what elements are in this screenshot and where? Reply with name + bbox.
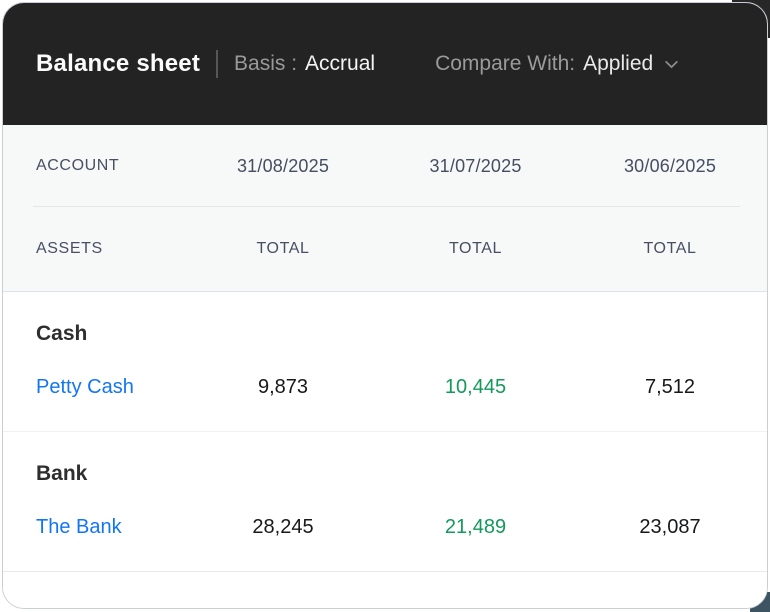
table-header: ACCOUNT 31/08/2025 31/07/2025 30/06/2025… [3, 125, 767, 292]
table-header-dates-row: ACCOUNT 31/08/2025 31/07/2025 30/06/2025 [3, 125, 767, 207]
cell-value: 7,512 [644, 375, 696, 398]
column-header-account: ACCOUNT [36, 157, 120, 174]
account-link-petty-cash[interactable]: Petty Cash [36, 375, 134, 398]
group-row: Cash [3, 312, 767, 356]
column-header-date-1: 31/08/2025 [236, 155, 330, 176]
table-header-totals-row: ASSETS TOTAL TOTAL TOTAL [3, 207, 767, 291]
report-header: Balance sheet Basis : Accrual Compare Wi… [3, 3, 767, 125]
cell-value: 10,445 [444, 375, 507, 398]
chevron-down-icon [663, 56, 680, 73]
cell-value: 28,245 [252, 515, 314, 538]
column-header-total-3: TOTAL [643, 240, 697, 257]
table-row: The Bank 28,245 21,489 23,087 [3, 496, 767, 558]
column-header-date-2: 31/07/2025 [429, 155, 522, 176]
group-title-bank: Bank [36, 462, 88, 485]
column-header-assets: ASSETS [36, 240, 103, 257]
page-title: Balance sheet [36, 50, 201, 77]
column-header-date-3: 30/06/2025 [623, 155, 717, 176]
cell-value: 9,873 [257, 375, 309, 398]
group-title-cash: Cash [36, 322, 88, 345]
column-header-total-1: TOTAL [256, 240, 310, 257]
cell-value: 21,489 [444, 515, 507, 538]
section-cash: Cash Petty Cash 9,873 10,445 7,512 [3, 292, 767, 432]
cell-value: 23,087 [639, 515, 701, 538]
table-body: Cash Petty Cash 9,873 10,445 7,512 Bank … [3, 292, 767, 608]
header-divider [216, 50, 219, 78]
compare-with-dropdown[interactable]: Compare With: Applied [435, 52, 680, 76]
table-row: Petty Cash 9,873 10,445 7,512 [3, 356, 767, 418]
compare-with-value: Applied [583, 52, 654, 75]
account-link-the-bank[interactable]: The Bank [36, 515, 122, 538]
basis-label: Basis : [234, 52, 298, 75]
group-row: Bank [3, 452, 767, 496]
column-header-total-2: TOTAL [448, 240, 503, 257]
basis-value: Accrual [305, 52, 376, 75]
compare-with-label: Compare With: [435, 52, 576, 75]
section-bank: Bank The Bank 28,245 21,489 23,087 [3, 432, 767, 572]
card-footer [3, 572, 767, 606]
